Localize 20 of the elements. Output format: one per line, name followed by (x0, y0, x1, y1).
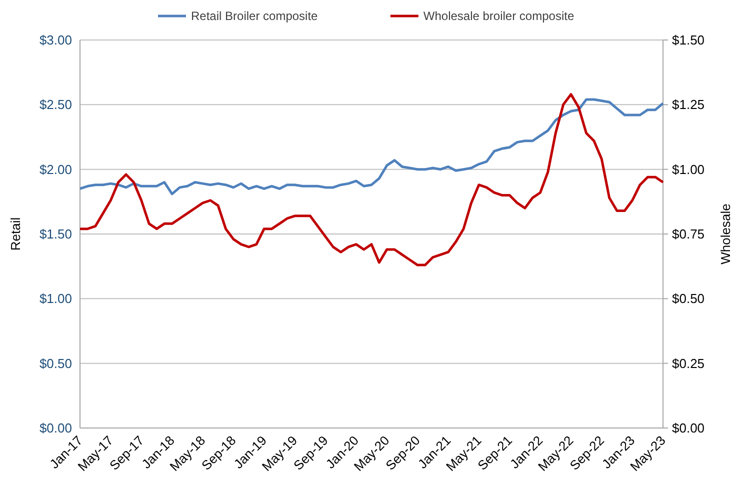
y-axis-title: Retail (8, 217, 23, 251)
y-tick-label: $2.50 (39, 97, 72, 112)
y-tick-label: $3.00 (39, 32, 72, 48)
y2-axis-title: Wholesale (718, 204, 733, 264)
legend-label: Wholesale broiler composite (423, 9, 574, 24)
y2-tick-label: $0.00 (672, 420, 705, 436)
line-series (78, 93, 664, 266)
y2-tick-label: $0.50 (672, 291, 705, 306)
y-tick-label: $1.50 (39, 226, 72, 242)
y2-tick-label: $1.25 (672, 97, 705, 112)
y-tick-label: $1.00 (39, 291, 72, 306)
y2-tick-label: $1.00 (672, 162, 705, 177)
y2-tick-label: $1.50 (672, 32, 705, 48)
y2-tick-label: $0.75 (672, 226, 705, 242)
y-tick-label: $0.00 (39, 420, 72, 436)
y-tick-label: $0.50 (39, 356, 72, 371)
y-tick-label: $2.00 (39, 162, 72, 177)
line-series (78, 98, 664, 196)
legend-label: Retail Broiler composite (191, 9, 318, 24)
y2-tick-label: $0.25 (672, 356, 705, 371)
